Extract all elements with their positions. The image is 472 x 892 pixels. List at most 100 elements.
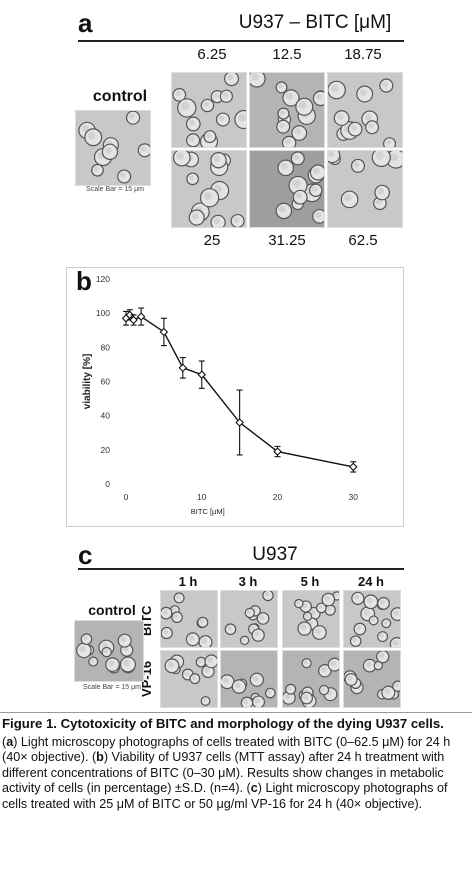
cell-nucleus [201,637,208,644]
y-axis-label: viability [%] [82,354,93,410]
cell-nucleus [279,110,285,115]
micrograph-tile [343,650,401,708]
y-tick-label: 100 [96,308,110,318]
cell-nucleus [167,661,174,668]
series-line [125,313,354,468]
micrograph-tile [75,110,151,186]
cell-nucleus [298,101,307,109]
cell-nucleus [365,661,372,668]
cell-nucleus [278,122,285,129]
cell-nucleus [213,217,220,225]
caption-title: Figure 1. Cytotoxicity of BITC and morph… [2,716,444,731]
cell-nucleus [394,682,400,688]
viability-chart: 0 20 40 60 80 100 120 0 10 20 30 viability [%] BITC … [82,274,359,516]
x-axis-label: BITC [μM] [191,507,225,516]
cell-nucleus [175,90,181,97]
micrograph-tile [171,72,247,148]
cell-nucleus [252,675,259,682]
micrograph-tile [220,650,278,708]
micrograph-tile [282,650,340,708]
cell-nucleus [172,607,177,612]
cell-nucleus [287,686,292,691]
cell-nucleus [389,153,399,162]
cell-nucleus [222,677,229,684]
panel-a-header: U937 – BITC [μM] [238,12,392,33]
cell-nucleus [188,175,195,181]
cell-nucleus [292,179,301,188]
conc-label: 25 [203,232,221,249]
micrograph-tile [343,590,401,648]
cell-nucleus [254,698,260,704]
cell-nucleus [330,660,337,667]
micrograph-tile [171,150,247,228]
cell-nucleus [330,84,339,93]
cell-nucleus [108,660,115,667]
time-label: 3 h [238,574,258,589]
cell-nucleus [162,609,168,615]
cell-nucleus [128,113,135,120]
cell-nucleus [375,662,380,667]
cell-nucleus [184,671,190,676]
cell-nucleus [356,625,362,631]
cell-nucleus [295,192,302,199]
micrograph-tile [249,150,325,228]
cell-nucleus [318,604,323,610]
cell-nucleus [326,606,332,612]
x-tick-label: 30 [349,492,359,502]
data-point [125,310,135,320]
y-tick-label: 80 [101,342,111,352]
cell-nucleus [300,624,307,631]
cell-nucleus [303,660,308,665]
cell-nucleus [311,186,318,192]
cell-nucleus [199,619,204,624]
cell-nucleus [173,613,179,619]
cell-nucleus [375,151,384,160]
cell-nucleus [313,167,320,175]
y-tick-label: 0 [105,479,110,489]
cell-nucleus [293,154,300,161]
cell-nucleus [379,599,385,605]
cell-nucleus [105,146,112,154]
data-point [178,363,188,373]
cell-nucleus [315,211,322,219]
panel-c-control-label: control [88,602,136,618]
cell-nucleus [207,657,214,663]
data-point [348,462,358,472]
cell-nucleus [259,614,265,620]
panel-a-scale-bar-label: Scale Bar = 15 μm [86,186,144,193]
caption-rule [0,712,472,713]
cell-nucleus [324,595,330,602]
cell-nucleus [364,113,372,121]
caption-text-c: ) Light microscopy photographs of cells … [2,781,448,811]
panel-a-rule [78,40,404,42]
micrograph-tile [74,620,144,682]
cell-nucleus [384,688,390,695]
caption-text-a: ) Light microscopy photographs of cells … [2,735,451,765]
data-point [197,370,207,379]
time-label: 5 h [300,574,320,589]
panel-a-letter: a [78,8,93,38]
micrograph-tile [160,650,218,708]
cell-nucleus [123,659,130,667]
cell-nucleus [119,172,126,179]
cell-nucleus [79,645,86,653]
data-point [136,312,146,321]
cell-nucleus [284,138,291,145]
cell-nucleus [191,675,197,680]
cell-nucleus [304,613,309,618]
data-point [159,327,169,337]
cell-nucleus [350,124,357,131]
conc-label: 12.5 [272,46,302,63]
cell-nucleus [188,635,195,641]
cell-nucleus [254,631,260,637]
caption-tag-a: a [6,735,14,749]
y-tick-label: 120 [96,274,110,284]
cell-nucleus [197,659,203,664]
y-tick-label: 60 [101,377,111,387]
y-tick-label: 20 [101,445,111,455]
cell-nucleus [280,162,288,170]
cell-nucleus [140,146,147,152]
cell-nucleus [353,161,360,168]
cell-nucleus [278,205,286,213]
x-tick-label: 10 [197,492,207,502]
